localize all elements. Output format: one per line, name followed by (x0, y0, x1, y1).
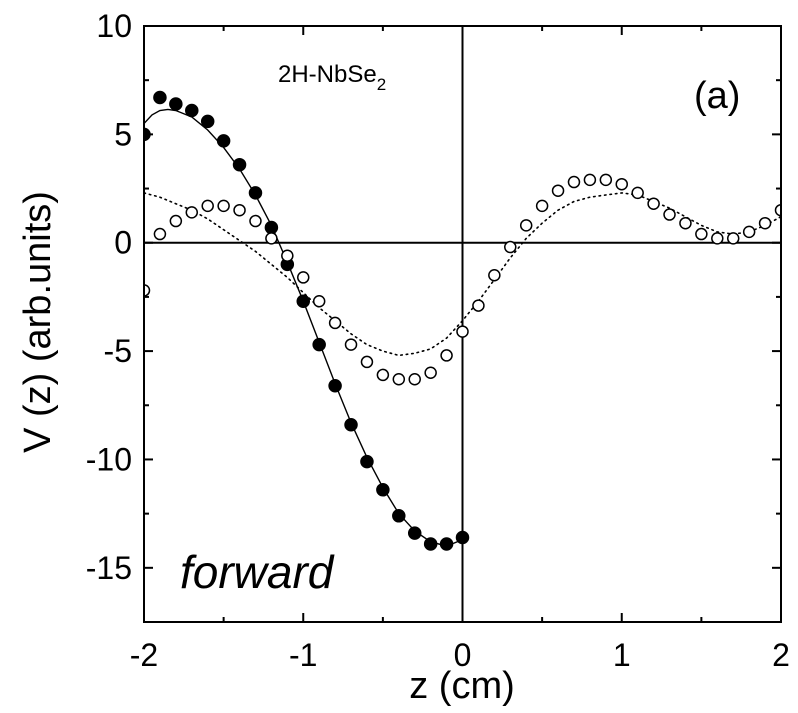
open-data-point (312, 294, 326, 308)
filled-data-point (264, 220, 279, 235)
filled-data-point (376, 483, 390, 497)
open-data-point (583, 173, 597, 187)
mode-label: forward (180, 546, 335, 598)
open-data-point (217, 199, 230, 213)
open-data-point (144, 284, 151, 297)
open-data-point (631, 186, 644, 200)
open-data-point (440, 349, 453, 362)
open-data-point (679, 216, 692, 230)
filled-data-point (392, 509, 406, 523)
filled-data-point (169, 97, 183, 111)
open-data-point (599, 173, 613, 187)
open-data-point (567, 175, 581, 189)
open-data-point (408, 373, 421, 386)
filled-data-point (232, 157, 247, 172)
open-data-point (153, 227, 167, 241)
solid-fit-curve (144, 108, 463, 547)
open-data-point (615, 177, 628, 191)
panel-label: (a) (694, 75, 740, 117)
open-data-point (695, 227, 708, 241)
data-points (144, 90, 781, 551)
open-data-point (233, 203, 246, 217)
open-data-point (201, 199, 214, 213)
filled-data-point (328, 379, 342, 393)
open-data-point (376, 368, 390, 382)
y-tick-label: -10 (86, 441, 132, 477)
filled-data-point (312, 337, 326, 352)
filled-data-point (344, 418, 358, 432)
open-data-point (392, 373, 406, 386)
y-tick-label: -5 (104, 333, 132, 369)
open-data-point (185, 206, 199, 219)
open-data-point (281, 249, 294, 262)
material-label: 2H-NbSe2 (278, 61, 386, 94)
open-data-point (456, 325, 469, 338)
open-data-point (297, 271, 310, 284)
x-tick-label: 0 (454, 637, 472, 673)
open-data-point (265, 232, 278, 245)
y-tick-label: -15 (86, 550, 132, 586)
open-data-point (551, 184, 565, 197)
x-axis-title: z (cm) (409, 665, 515, 707)
dotted-fit-curve (144, 192, 781, 357)
open-data-point (169, 214, 183, 228)
open-data-point (344, 338, 358, 351)
y-axis-title: V (z) (arb.units) (17, 191, 59, 453)
filled-data-point (200, 114, 215, 129)
filled-data-point (360, 454, 374, 469)
x-tick-label: 1 (613, 637, 631, 673)
open-data-point (472, 299, 485, 312)
y-tick-label: 10 (96, 8, 132, 44)
open-data-point (360, 355, 374, 369)
y-tick-label: 0 (114, 225, 132, 261)
open-data-point (328, 316, 342, 330)
open-data-point (774, 203, 781, 217)
filled-data-point (455, 530, 470, 545)
filled-data-point (153, 90, 167, 105)
open-data-point (424, 366, 437, 380)
open-data-point (249, 214, 262, 228)
filled-data-point (144, 127, 151, 142)
x-tick-label: -1 (289, 637, 317, 673)
open-data-point (726, 232, 740, 245)
x-tick-label: -2 (130, 637, 158, 673)
open-data-point (663, 208, 676, 221)
y-tick-label: 5 (114, 116, 132, 152)
open-data-point (647, 197, 660, 210)
filled-data-point (423, 537, 438, 551)
open-data-point (758, 216, 772, 230)
open-data-point (504, 240, 517, 254)
plot-frame (143, 25, 782, 623)
open-data-point (535, 199, 549, 213)
filled-data-point (439, 537, 454, 551)
open-data-point (711, 232, 724, 245)
filled-data-point (216, 134, 231, 148)
x-tick-label: 2 (772, 637, 790, 673)
open-data-point (742, 225, 756, 239)
filled-data-point (407, 526, 422, 540)
open-data-point (519, 219, 533, 232)
open-data-point (488, 268, 501, 282)
filled-data-point (248, 186, 263, 200)
reference-lines (144, 26, 781, 622)
filled-data-point (185, 103, 199, 118)
filled-data-point (296, 294, 310, 308)
